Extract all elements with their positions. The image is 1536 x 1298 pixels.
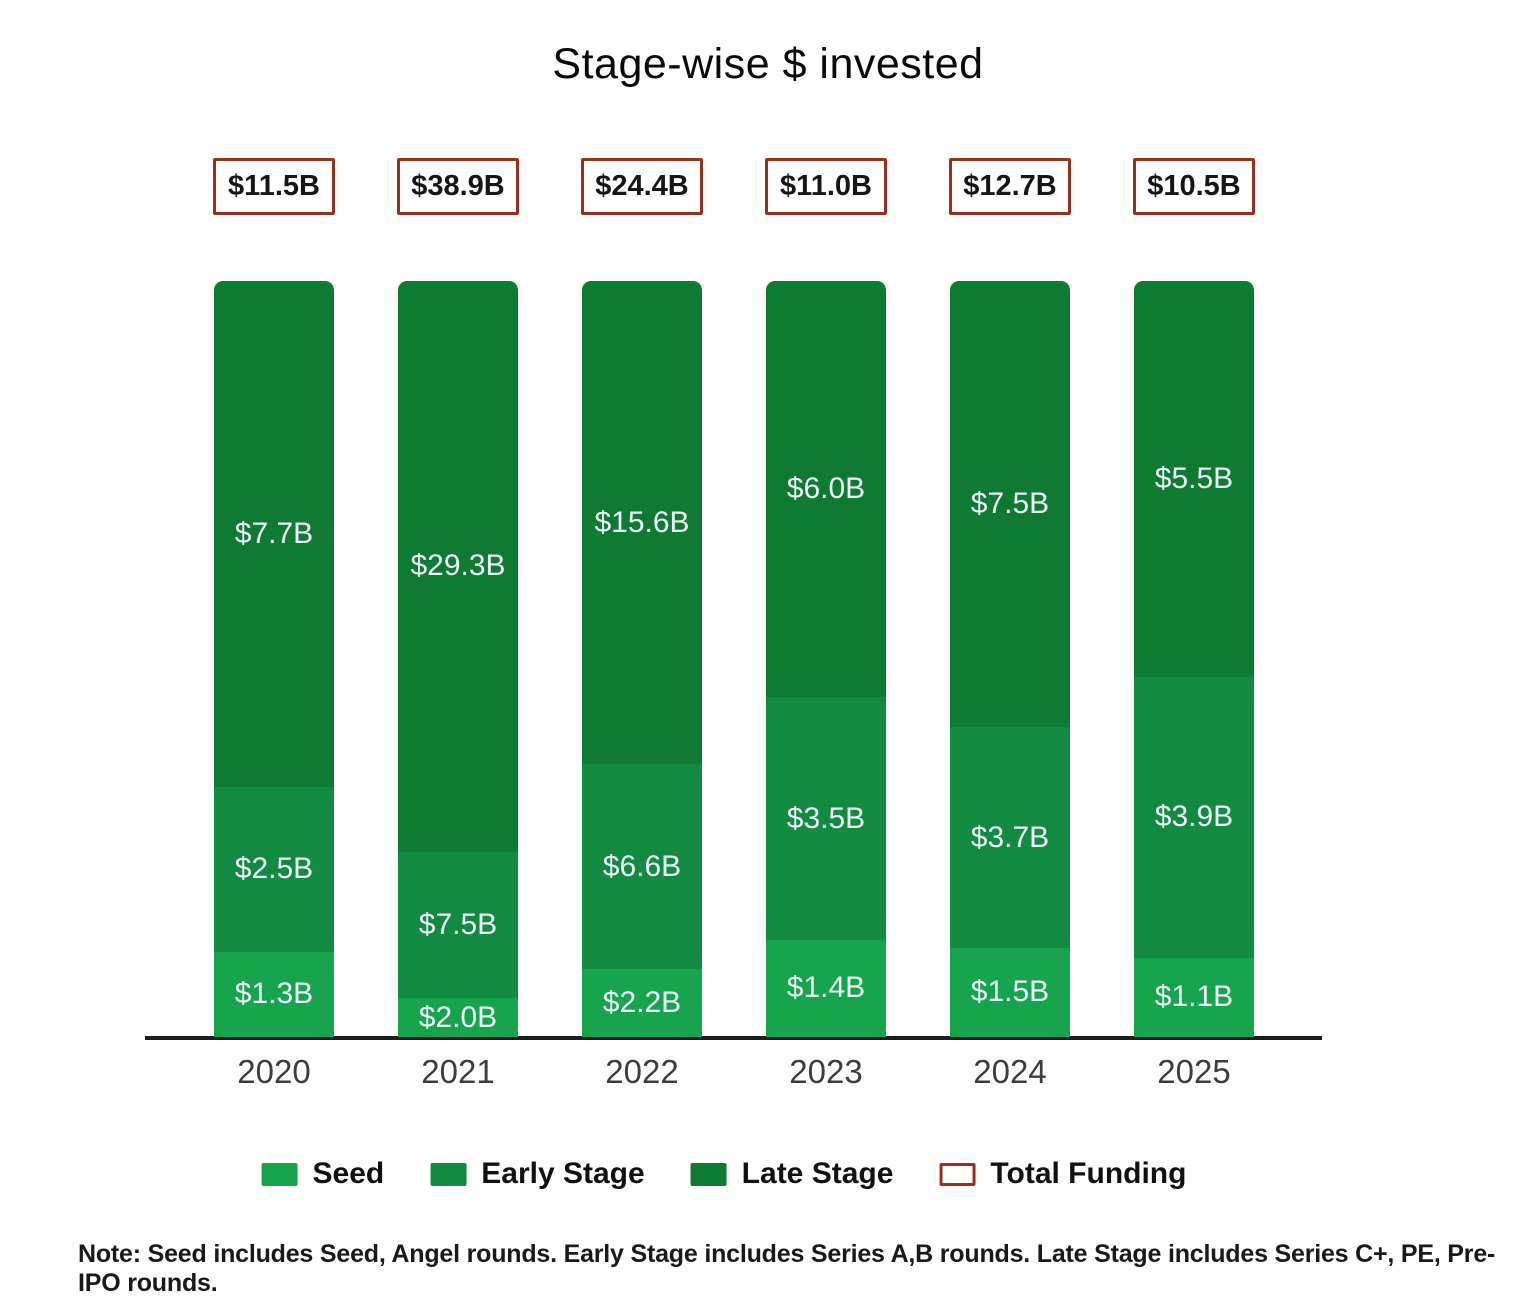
bar-segment-early-stage-2021: $7.5B <box>398 851 518 999</box>
segment-value-label: $2.2B <box>602 985 682 1019</box>
segment-value-label: $3.5B <box>786 801 866 835</box>
bar-column-2022: $15.6B $6.6B $2.2B <box>582 281 702 1037</box>
legend-label: Late Stage <box>741 1157 894 1190</box>
x-axis-label-2022: 2022 <box>605 1053 679 1090</box>
segment-value-label: $29.3B <box>410 549 506 583</box>
legend-item-late-stage: Late Stage <box>690 1157 894 1191</box>
segment-value-label: $2.5B <box>234 852 314 886</box>
segment-value-label: $3.7B <box>970 820 1050 854</box>
bar-column-2025: $5.5B $3.9B $1.1B <box>1134 281 1254 1037</box>
segment-value-label: $5.5B <box>1154 462 1234 495</box>
legend: Seed Early Stage Late Stage Total Funding <box>261 1157 1186 1191</box>
legend-label: Early Stage <box>481 1157 645 1190</box>
legend-item-seed: Seed <box>261 1157 385 1191</box>
total-funding-swatch-icon <box>939 1162 976 1186</box>
segment-value-label: $1.3B <box>234 977 314 1011</box>
segment-value-label: $2.0B <box>418 1000 498 1034</box>
bar-column-2024: $7.5B $3.7B $1.5B <box>950 281 1070 1037</box>
x-axis-label-2023: 2023 <box>789 1053 863 1090</box>
total-funding-badge-2025: $10.5B <box>1133 158 1255 215</box>
total-funding-badge-2023: $11.0B <box>765 158 887 215</box>
bar-segment-early-stage-2025: $3.9B <box>1134 677 1254 958</box>
segment-value-label: $7.5B <box>970 487 1050 521</box>
segment-value-label: $7.5B <box>418 907 498 941</box>
bar-segment-early-stage-2024: $3.7B <box>950 727 1070 948</box>
bar-segment-seed-2023: $1.4B <box>766 939 886 1037</box>
legend-item-total-funding: Total Funding <box>939 1157 1186 1191</box>
bar-segment-seed-2021: $2.0B <box>398 998 518 1037</box>
bar-segment-early-stage-2023: $3.5B <box>766 697 886 940</box>
x-axis-line <box>145 1036 1322 1040</box>
segment-value-label: $6.6B <box>602 849 682 883</box>
total-funding-badge-2024: $12.7B <box>949 158 1071 215</box>
x-axis-label-2020: 2020 <box>237 1053 311 1090</box>
bar-segment-late-stage-2024: $7.5B <box>950 281 1070 728</box>
bar-column-2020: $7.7B $2.5B $1.3B <box>214 281 334 1037</box>
bar-segment-seed-2020: $1.3B <box>214 951 334 1037</box>
bar-segment-late-stage-2023: $6.0B <box>766 281 886 698</box>
legend-item-early-stage: Early Stage <box>430 1157 645 1191</box>
total-funding-badge-2020: $11.5B <box>213 158 335 215</box>
bar-segment-seed-2025: $1.1B <box>1134 957 1254 1037</box>
seed-swatch-icon <box>261 1162 298 1186</box>
bar-segment-seed-2024: $1.5B <box>950 947 1070 1037</box>
legend-label: Seed <box>312 1157 385 1190</box>
total-funding-badge-2021: $38.9B <box>397 158 519 215</box>
early-stage-swatch-icon <box>430 1162 467 1186</box>
bar-column-2021: $29.3B $7.5B $2.0B <box>398 281 518 1037</box>
bar-segment-early-stage-2022: $6.6B <box>582 764 702 969</box>
segment-value-label: $1.4B <box>786 971 866 1005</box>
bar-segment-late-stage-2025: $5.5B <box>1134 281 1254 677</box>
x-axis-label-2021: 2021 <box>421 1053 495 1090</box>
bar-segment-seed-2022: $2.2B <box>582 968 702 1037</box>
chart-title: Stage-wise $ invested <box>552 40 984 88</box>
segment-value-label: $6.0B <box>786 472 866 506</box>
segment-value-label: $15.6B <box>594 505 690 539</box>
footnote: Note: Seed includes Seed, Angel rounds. … <box>78 1240 1496 1297</box>
bar-segment-late-stage-2020: $7.7B <box>214 281 334 788</box>
bar-segment-late-stage-2021: $29.3B <box>398 281 518 852</box>
segment-value-label: $3.9B <box>1154 800 1234 834</box>
segment-value-label: $7.7B <box>234 517 314 551</box>
x-axis-label-2025: 2025 <box>1157 1053 1231 1090</box>
legend-label: Total Funding <box>990 1157 1187 1190</box>
late-stage-swatch-icon <box>690 1162 727 1186</box>
segment-value-label: $1.5B <box>970 975 1050 1009</box>
bar-column-2023: $6.0B $3.5B $1.4B <box>766 281 886 1037</box>
total-funding-badge-2022: $24.4B <box>581 158 703 215</box>
x-axis-label-2024: 2024 <box>973 1053 1047 1090</box>
segment-value-label: $1.1B <box>1154 980 1234 1014</box>
bar-segment-late-stage-2022: $15.6B <box>582 281 702 765</box>
bar-segment-early-stage-2020: $2.5B <box>214 787 334 952</box>
